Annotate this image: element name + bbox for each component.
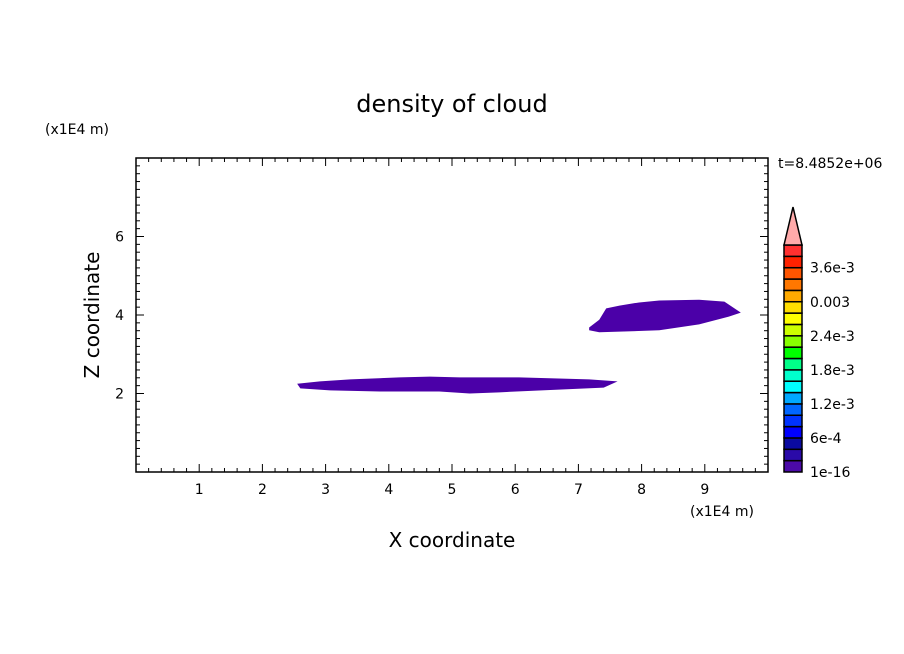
colorbar-swatch — [783, 278, 803, 292]
colorbar: 1e-16 6e-4 1.2e-3 1.8e-3 2.4e-3 0.003 3.6e-3 — [783, 206, 855, 481]
colorbar-swatch — [783, 244, 803, 258]
colorbar-label: 2.4e-3 — [810, 329, 855, 345]
colorbar-label: 1.2e-3 — [810, 397, 855, 413]
colorbar-swatch — [783, 437, 803, 451]
colorbar-swatch — [783, 380, 803, 394]
colorbar-swatch — [783, 323, 803, 337]
x-tick-label: 7 — [574, 482, 583, 498]
x-axis-label: X coordinate — [389, 528, 516, 552]
colorbar-label: 0.003 — [810, 295, 850, 311]
colorbar-swatch — [783, 448, 803, 462]
axis-ticks: 1 2 3 4 5 6 7 8 9 2 4 6 — [115, 158, 768, 498]
colorbar-swatch — [783, 255, 803, 269]
colorbar-swatch — [783, 403, 803, 416]
colorbar-swatch — [783, 301, 803, 314]
colorbar-swatch — [783, 425, 803, 439]
x-tick-label: 6 — [511, 482, 520, 498]
colorbar-label: 3.6e-3 — [810, 261, 855, 277]
colorbar-swatch — [783, 346, 803, 360]
x-tick-label: 9 — [700, 482, 709, 498]
cloud-region-1 — [297, 376, 618, 394]
y-tick-label: 6 — [115, 230, 124, 246]
x-tick-label: 4 — [384, 482, 393, 498]
colorbar-swatch — [783, 391, 803, 405]
cloud-region-2 — [589, 299, 741, 333]
time-label: t=8.4852e+06 — [778, 156, 882, 172]
y-tick-label: 4 — [115, 308, 124, 324]
x-tick-label: 5 — [448, 482, 457, 498]
y-tick-label: 2 — [115, 387, 124, 403]
y-axis-label: Z coordinate — [80, 252, 104, 379]
colorbar-swatch — [783, 357, 803, 371]
colorbar-swatch — [783, 369, 803, 382]
x-tick-label: 8 — [637, 482, 646, 498]
x-tick-label: 1 — [195, 482, 204, 498]
colorbar-swatch — [783, 335, 803, 348]
colorbar-over-triangle — [783, 206, 803, 246]
colorbar-swatch — [783, 266, 803, 280]
colorbar-label: 1e-16 — [810, 465, 850, 481]
colorbar-swatch — [783, 459, 803, 473]
y-unit-label: (x1E4 m) — [45, 122, 109, 138]
colorbar-label: 1.8e-3 — [810, 363, 855, 379]
x-unit-label: (x1E4 m) — [690, 504, 754, 520]
colorbar-swatch — [783, 414, 803, 428]
chart-title: density of cloud — [356, 90, 547, 118]
x-tick-label: 3 — [321, 482, 330, 498]
colorbar-swatch — [783, 312, 803, 326]
cloud-regions — [297, 299, 741, 394]
colorbar-swatch — [783, 289, 803, 303]
x-tick-label: 2 — [258, 482, 267, 498]
colorbar-label: 6e-4 — [810, 431, 842, 447]
